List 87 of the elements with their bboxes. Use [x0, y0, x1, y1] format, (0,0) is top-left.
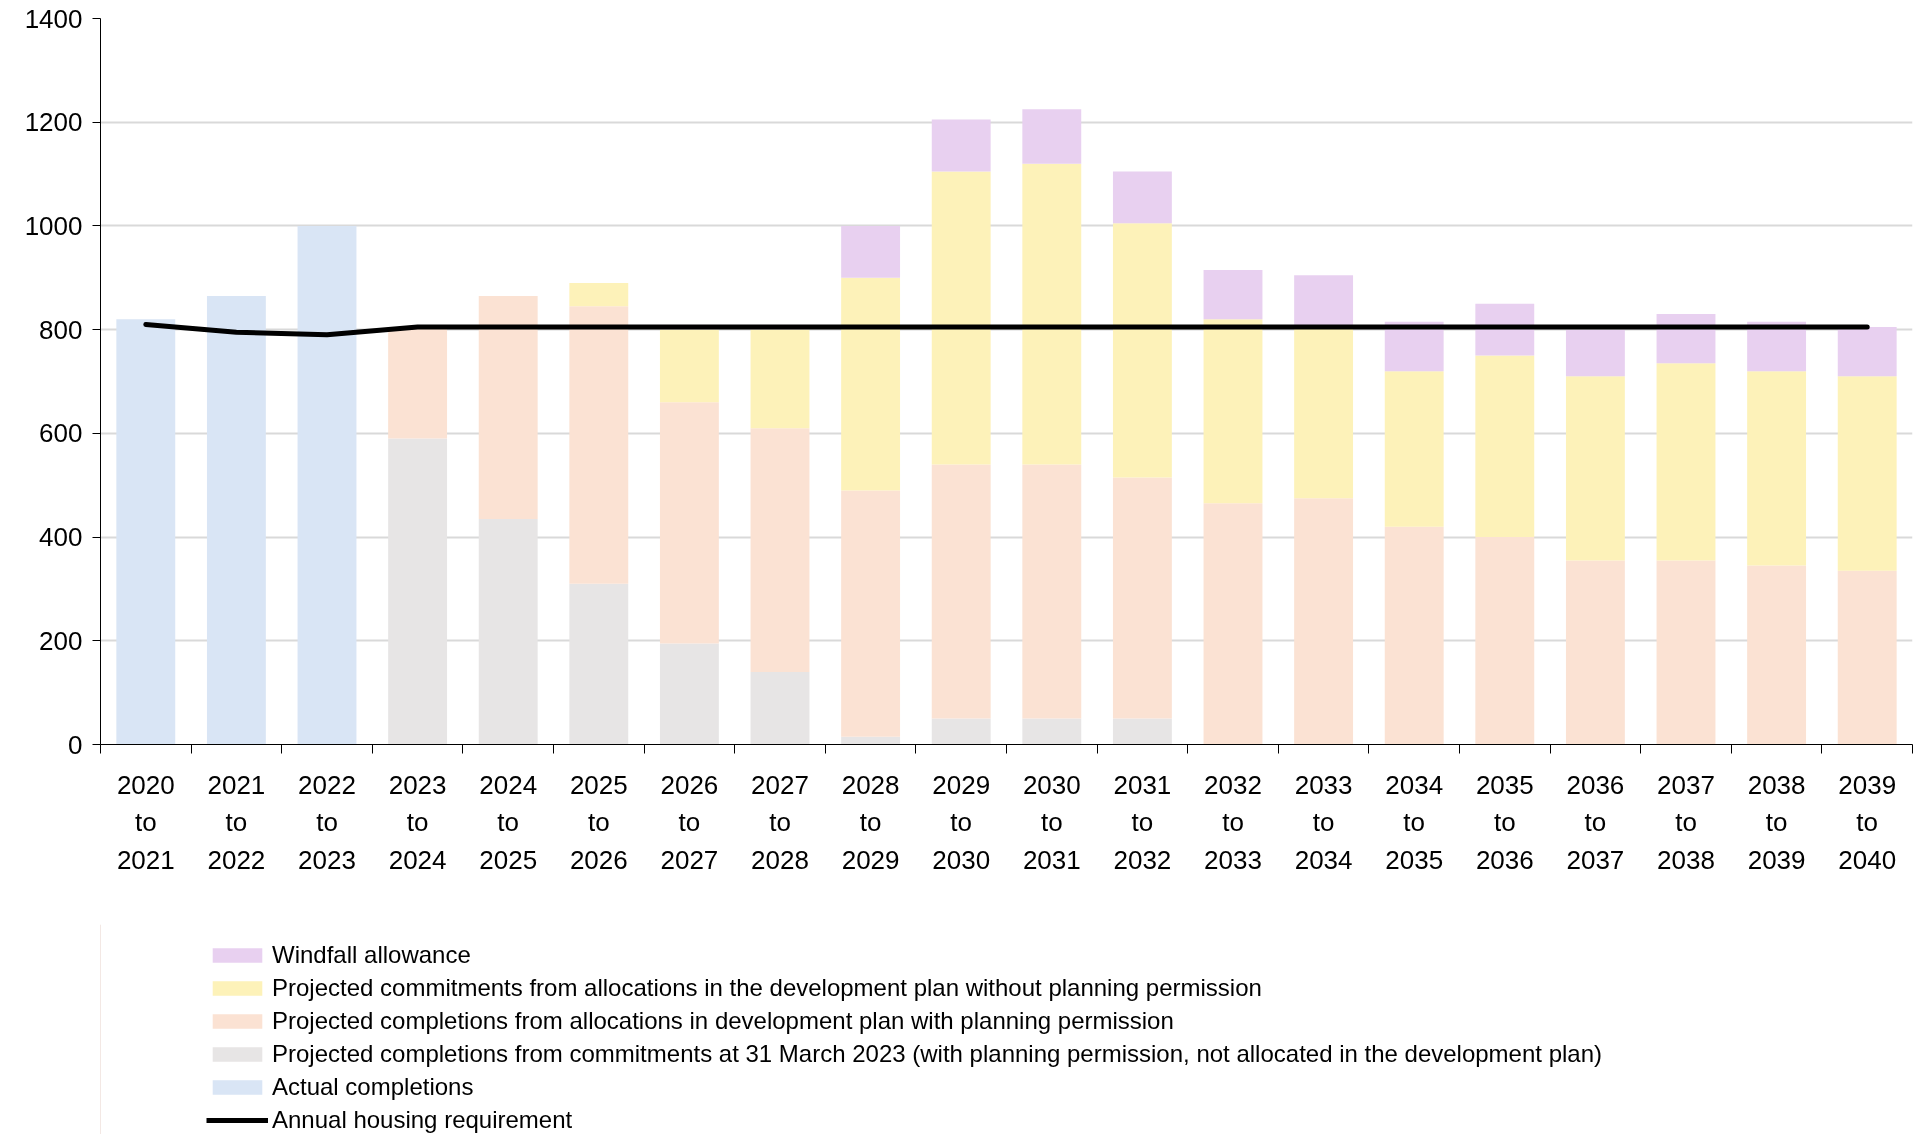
- bar: [116, 319, 176, 745]
- bar: [569, 583, 629, 745]
- x-tick-label: 2034 to 2035: [1385, 769, 1444, 875]
- bar: [1837, 570, 1897, 745]
- bar: [478, 518, 538, 745]
- x-tick-label: 2038 to 2039: [1747, 769, 1806, 875]
- bar: [659, 643, 719, 745]
- x-tick-label: 2029 to 2030: [932, 769, 991, 875]
- bar: [1203, 270, 1263, 320]
- y-tick-label: 1200: [24, 107, 83, 138]
- x-tick-label: 2023 to 2024: [388, 769, 447, 875]
- bar: [1022, 163, 1082, 465]
- y-tick-label: 200: [39, 625, 83, 656]
- bar: [931, 718, 991, 745]
- y-tick-label: 600: [39, 418, 83, 449]
- bar: [1565, 376, 1625, 561]
- y-tick-label: 0: [68, 729, 83, 760]
- x-tick-label: 2022 to 2023: [298, 769, 356, 875]
- bar: [1022, 718, 1082, 745]
- bar: [388, 438, 448, 745]
- x-tick-label: 2028 to 2029: [841, 769, 900, 875]
- bar: [841, 736, 901, 745]
- bar: [1294, 327, 1354, 499]
- bar: [1475, 303, 1535, 356]
- bar: [1112, 477, 1172, 719]
- bar: [1837, 327, 1897, 377]
- bar: [1747, 371, 1807, 566]
- legend-label: Projected completions from commitments at 31 March 2023 (with planning permission, not allocated in the development plan): [272, 1040, 1603, 1068]
- bar: [1384, 526, 1444, 745]
- bar: [841, 490, 901, 737]
- bar: [659, 402, 719, 644]
- bar: [1565, 560, 1625, 745]
- x-tick-label: 2020 to 2021: [116, 769, 175, 875]
- bar: [841, 225, 901, 278]
- x-tick-label: 2033 to 2034: [1294, 769, 1353, 875]
- bar: [1112, 223, 1172, 478]
- x-tick-label: 2032 to 2033: [1204, 769, 1262, 875]
- bar: [750, 671, 810, 745]
- bar: [569, 306, 629, 584]
- bar: [1203, 319, 1263, 504]
- x-tick-label: 2030 to 2031: [1022, 769, 1081, 875]
- bar: [1112, 171, 1172, 224]
- bar: [569, 282, 629, 307]
- bar: [931, 464, 991, 719]
- bar: [1565, 329, 1625, 377]
- y-tick-label: 800: [39, 314, 83, 345]
- bar: [1022, 109, 1082, 164]
- bar: [1656, 363, 1716, 561]
- legend-label: Windfall allowance: [272, 941, 471, 969]
- bar: [841, 277, 901, 491]
- bar: [1294, 275, 1354, 328]
- x-tick-label: 2039 to 2040: [1838, 769, 1897, 875]
- legend-label: Annual housing requirement: [272, 1106, 573, 1134]
- x-tick-label: 2037 to 2038: [1657, 769, 1715, 875]
- bar: [297, 225, 357, 745]
- legend-label: Actual completions: [272, 1073, 474, 1101]
- legend-label: Projected commitments from allocations in the development plan without planning permission: [272, 974, 1262, 1002]
- x-tick-label: 2035 to 2036: [1475, 769, 1534, 875]
- x-tick-label: 2021 to 2022: [207, 769, 266, 875]
- y-tick-label: 1400: [24, 3, 83, 34]
- bar: [931, 119, 991, 172]
- bar: [388, 327, 448, 439]
- bar: [931, 171, 991, 465]
- bar: [1203, 503, 1263, 745]
- bar: [478, 295, 538, 519]
- x-tick-label: 2025 to 2026: [569, 769, 628, 875]
- y-tick-label: 1000: [24, 210, 83, 241]
- bar: [1112, 718, 1172, 745]
- y-tick-label: 400: [39, 522, 83, 553]
- bar: [750, 428, 810, 672]
- bar: [1475, 355, 1535, 538]
- legend-label: Projected completions from allocations in development plan with planning permission: [272, 1007, 1174, 1035]
- bar: [1747, 565, 1807, 745]
- bar: [1294, 498, 1354, 745]
- bar: [659, 329, 719, 403]
- bar: [750, 329, 810, 429]
- bar: [1022, 464, 1082, 719]
- bar: [1656, 560, 1716, 745]
- x-tick-label: 2024 to 2025: [479, 769, 538, 875]
- bar: [1837, 376, 1897, 571]
- x-tick-label: 2031 to 2032: [1113, 769, 1172, 875]
- x-tick-label: 2026 to 2027: [660, 769, 719, 875]
- x-tick-label: 2036 to 2037: [1566, 769, 1625, 875]
- x-tick-label: 2027 to 2028: [751, 769, 809, 875]
- bar: [1475, 537, 1535, 745]
- bar: [206, 295, 266, 745]
- bar: [1384, 371, 1444, 527]
